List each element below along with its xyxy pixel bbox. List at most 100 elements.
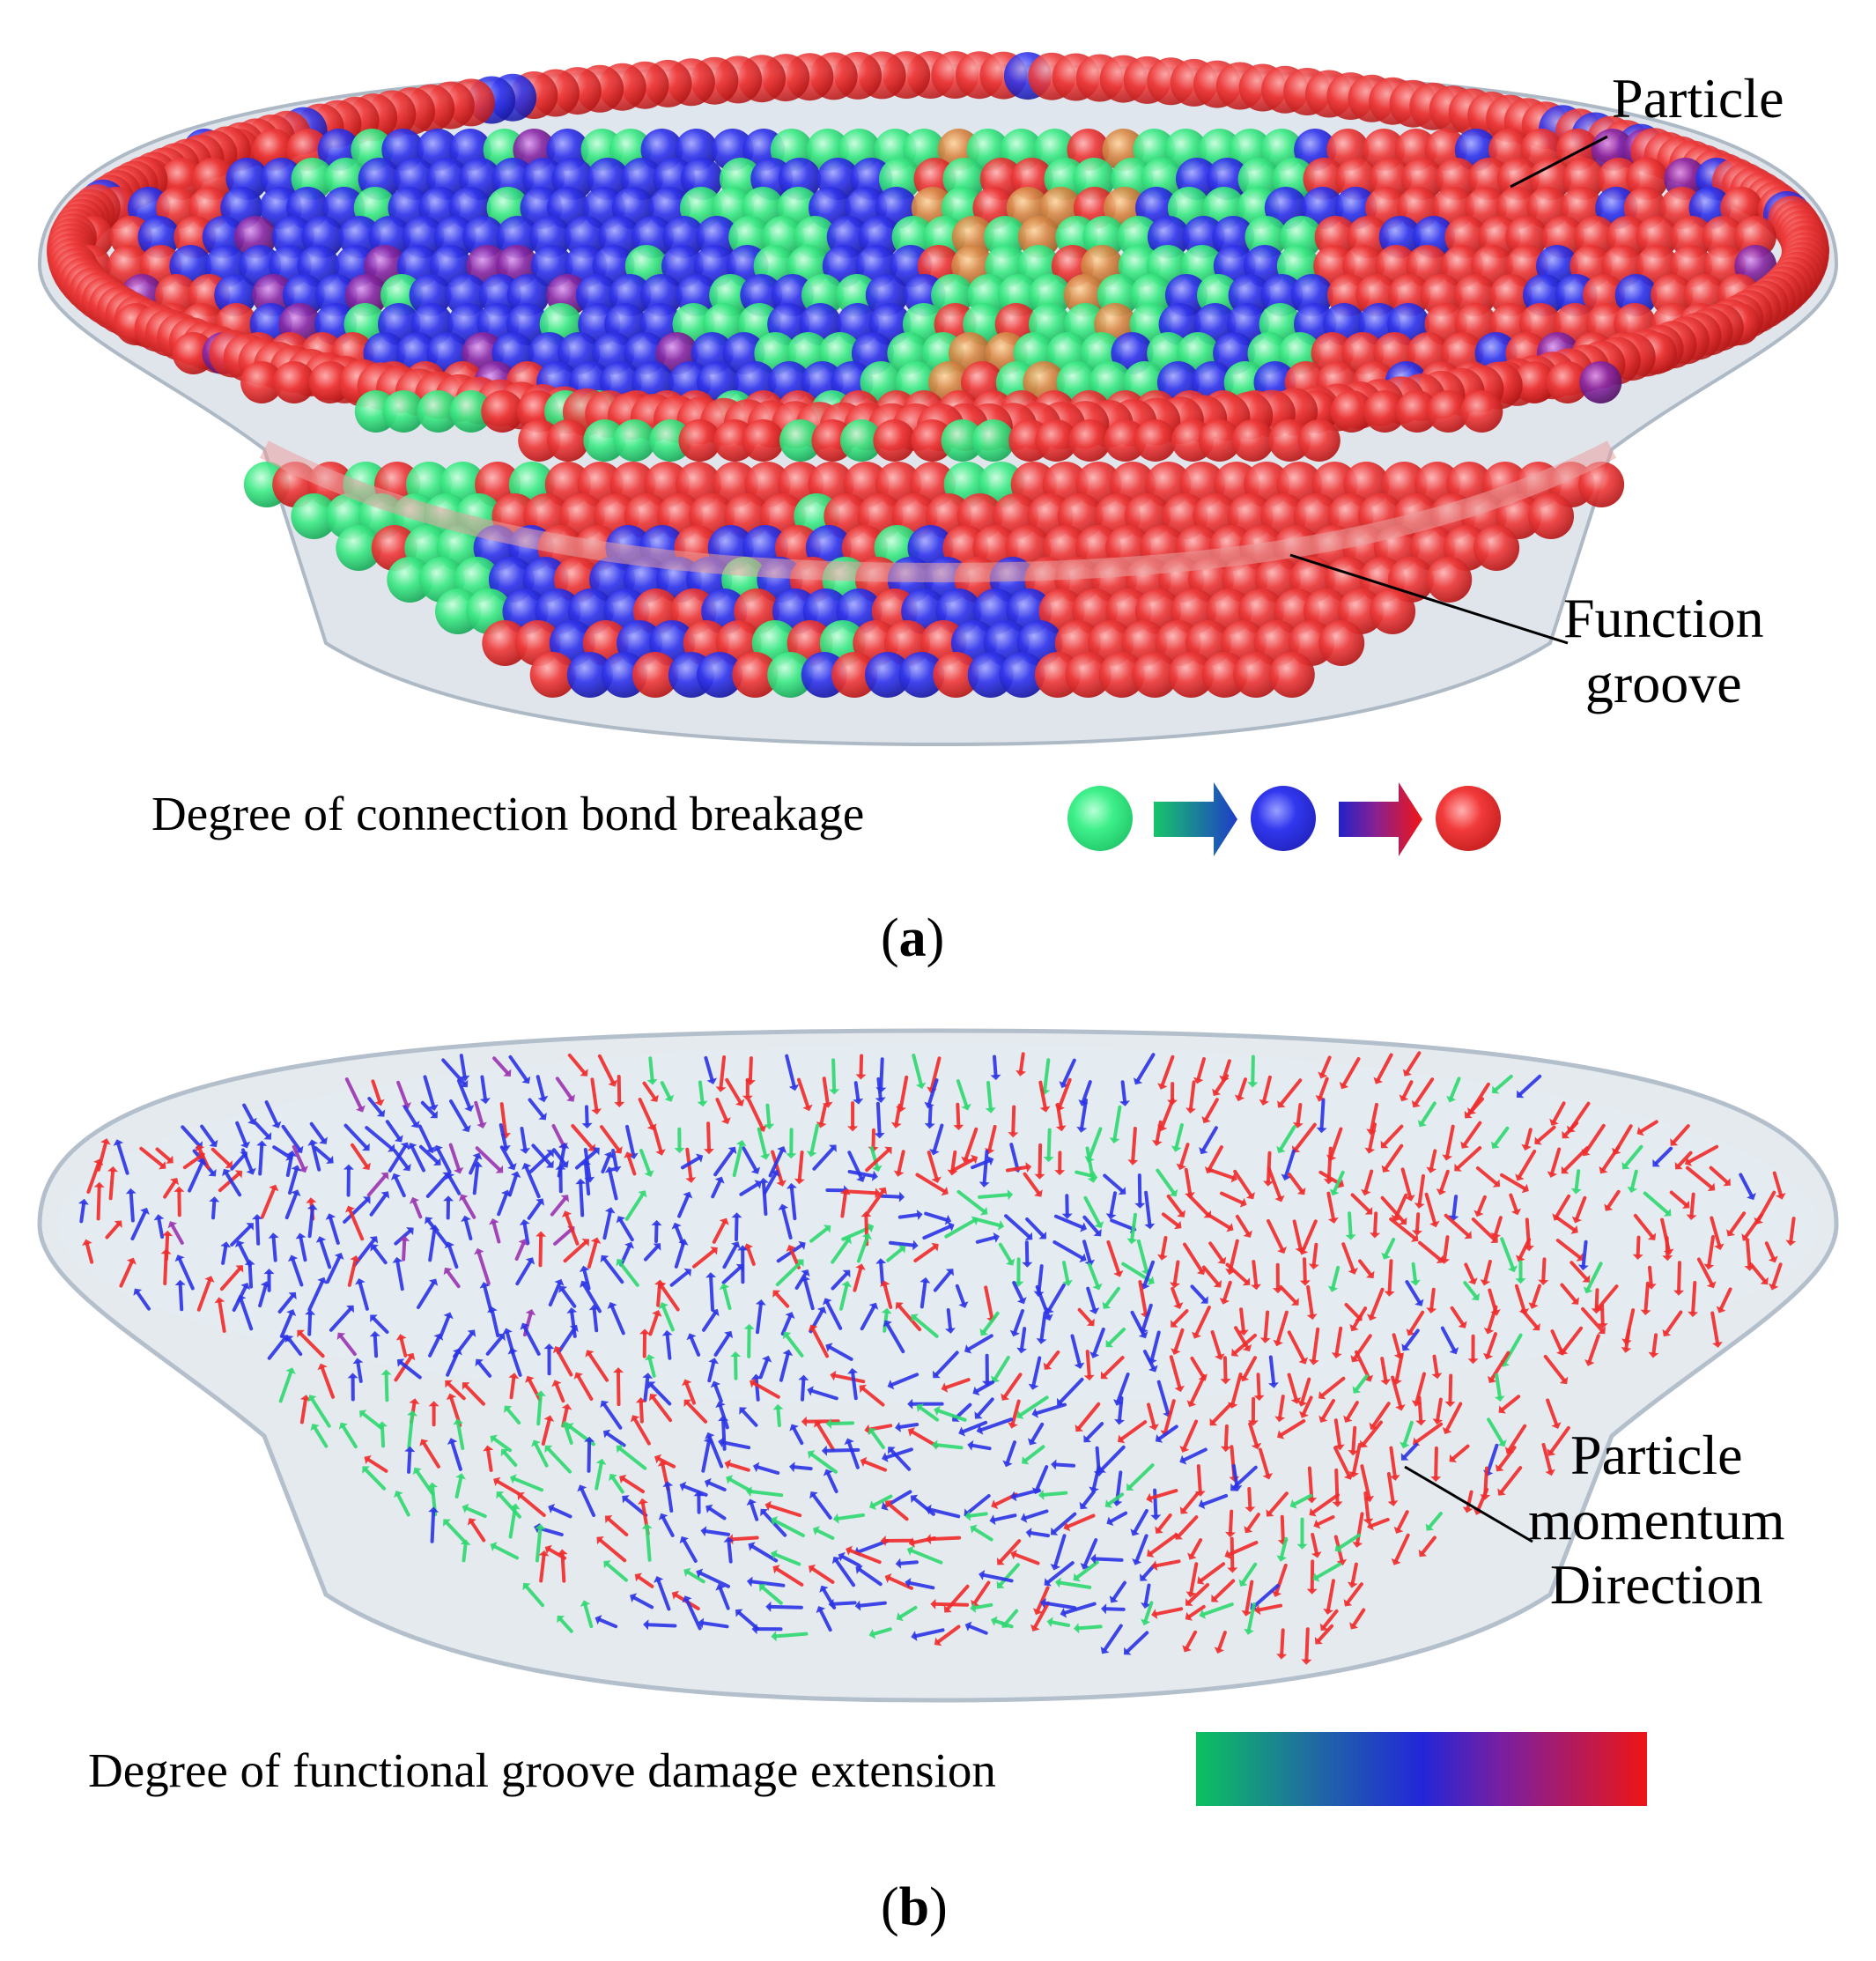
momentum-arrow [870,1430,885,1449]
momentum-arrow-head [750,1379,757,1388]
momentum-arrow [170,1224,184,1245]
momentum-arrow-head [555,1164,566,1170]
momentum-arrow [650,1383,672,1406]
momentum-arrow [1143,1601,1154,1623]
momentum-arrow [728,1477,753,1493]
momentum-arrow [732,1143,743,1177]
momentum-arrow [1337,1533,1361,1550]
momentum-arrow-head [1432,1418,1444,1424]
momentum-arrow-head [579,1265,590,1272]
momentum-arrow [1639,1120,1658,1134]
momentum-arrow-head [925,1534,931,1545]
momentum-arrow [1421,1536,1437,1555]
panel-label-b: (b) [881,1876,948,1939]
momentum-arrow [771,1150,784,1184]
momentum-arrow-head [1331,1352,1342,1358]
momentum-arrow-head [772,1290,781,1298]
momentum-arrow-head [755,1299,766,1306]
momentum-arrow-head [475,1358,484,1367]
momentum-arrow [1085,1350,1091,1378]
momentum-arrow [946,1308,952,1330]
momentum-arrow [1555,1239,1582,1259]
momentum-arrow-head [462,1124,471,1133]
momentum-arrow-head [619,1474,627,1484]
momentum-arrow-head [1289,1499,1297,1509]
momentum-arrow-head [822,1101,833,1108]
momentum-arrow [1321,1399,1335,1420]
momentum-arrow [1206,1212,1231,1230]
momentum-arrow [709,1276,714,1311]
momentum-arrow-head [326,1155,334,1164]
momentum-arrow-head [596,1536,604,1545]
momentum-arrow [1434,1446,1438,1478]
momentum-arrow [912,1054,923,1086]
momentum-arrow-head [1583,1286,1593,1294]
momentum-arrow-head [847,1126,859,1132]
momentum-arrow [307,1207,314,1239]
momentum-arrow [129,1191,135,1223]
momentum-arrow-head [1291,1298,1299,1306]
momentum-arrow-head [882,1452,889,1462]
momentum-arrow-head [1150,1514,1162,1521]
momentum-arrow-head [682,1379,692,1387]
momentum-arrow [761,1586,783,1605]
momentum-arrow [1503,1333,1523,1365]
momentum-arrow [1563,1146,1589,1172]
momentum-arrow [1160,1098,1175,1128]
momentum-arrow-head [1776,1193,1786,1200]
momentum-arrow [715,1098,728,1121]
momentum-arrow [1107,1492,1125,1506]
momentum-arrow [928,1536,962,1542]
momentum-arrow-head [566,1307,578,1314]
momentum-arrow-head [336,1332,346,1340]
momentum-arrow [1598,1284,1619,1309]
momentum-arrow-head [100,1138,111,1145]
momentum-arrow-head [1364,1147,1376,1154]
particle-sphere [583,419,626,462]
momentum-arrow [394,1176,406,1198]
momentum-arrow [441,1058,466,1085]
momentum-arrow-head [993,1232,1000,1243]
momentum-arrow [954,1402,972,1420]
momentum-arrow [1201,1493,1229,1506]
momentum-arrow [647,1358,656,1378]
momentum-arrow-head [588,1304,600,1311]
momentum-arrow [560,1552,566,1583]
momentum-arrow-head [657,1282,667,1290]
function-groove-callout-line1: Function [1563,587,1764,649]
momentum-arrow-head [1430,1476,1442,1482]
momentum-arrow [1560,1283,1577,1303]
momentum-arrow-head [1577,1264,1589,1271]
momentum-arrow [522,1325,541,1356]
momentum-arrow [701,1621,729,1629]
momentum-arrow [528,1379,542,1402]
momentum-arrow-head [1298,1247,1309,1255]
particle-sphere [1134,419,1177,462]
momentum-arrow [1384,1143,1404,1170]
momentum-arrow-head [388,1143,395,1152]
momentum-arrow [448,1143,461,1171]
momentum-arrow-head [600,1254,609,1263]
momentum-arrow-head [638,1190,647,1198]
momentum-arrow-head [868,1302,879,1310]
momentum-arrow [580,1487,596,1518]
momentum-arrow-head [407,1410,417,1417]
momentum-arrow [1085,1422,1104,1440]
momentum-arrow-head [1231,1348,1239,1357]
momentum-arrow-head [735,1140,747,1147]
momentum-arrow-head [855,1263,866,1270]
momentum-arrow-head [1706,1281,1717,1289]
momentum-arrow-head [558,1285,567,1293]
momentum-arrow-head [1089,1307,1100,1314]
momentum-arrow [704,1529,730,1536]
momentum-arrow [713,1384,723,1403]
momentum-arrow [1418,1240,1442,1262]
momentum-arrow-head [1306,1314,1318,1321]
momentum-arrow-head [979,1328,989,1336]
momentum-arrow [769,1604,803,1610]
momentum-arrow [856,1236,869,1263]
particle-sphere [631,652,678,698]
momentum-arrow-head [661,1329,673,1336]
momentum-arrow-head [644,1170,654,1177]
momentum-arrow [1157,1513,1172,1532]
